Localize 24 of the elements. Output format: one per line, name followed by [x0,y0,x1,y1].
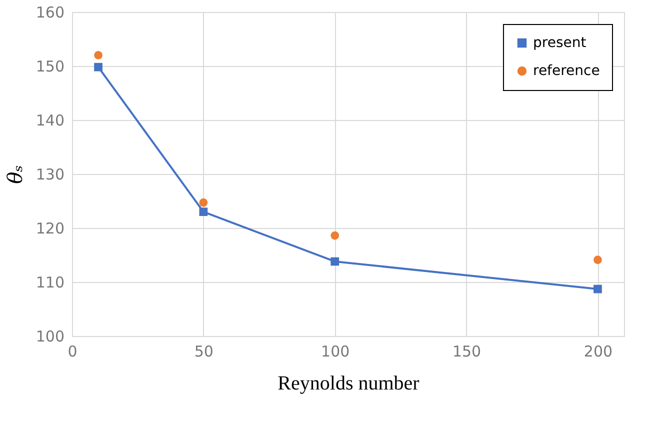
y-tick-label: 120 [36,220,64,238]
x-tick-label: 150 [452,342,482,360]
y-tick-label: 150 [36,58,64,76]
x-tick-label: 100 [321,342,350,360]
legend-label: present [533,35,587,51]
point [594,284,602,294]
point [94,51,102,60]
x-tick-label: 200 [584,342,613,360]
y-tick-label: 140 [36,112,64,130]
point [94,62,102,72]
x-axis-title: Reynolds number [278,372,420,394]
x-tick-label: 0 [68,342,78,360]
point [594,256,602,264]
legend-label: reference [533,63,600,79]
y-tick-label: 110 [36,274,64,292]
y-axis-title: θₛ [2,165,27,184]
y-tick-label: 100 [36,328,64,346]
y-tick-label: 130 [36,166,64,184]
point [330,231,340,240]
point [199,198,208,207]
point [199,208,208,216]
point [330,257,340,266]
y-tick-label: 160 [36,4,64,22]
x-tick-label: 50 [194,342,214,360]
